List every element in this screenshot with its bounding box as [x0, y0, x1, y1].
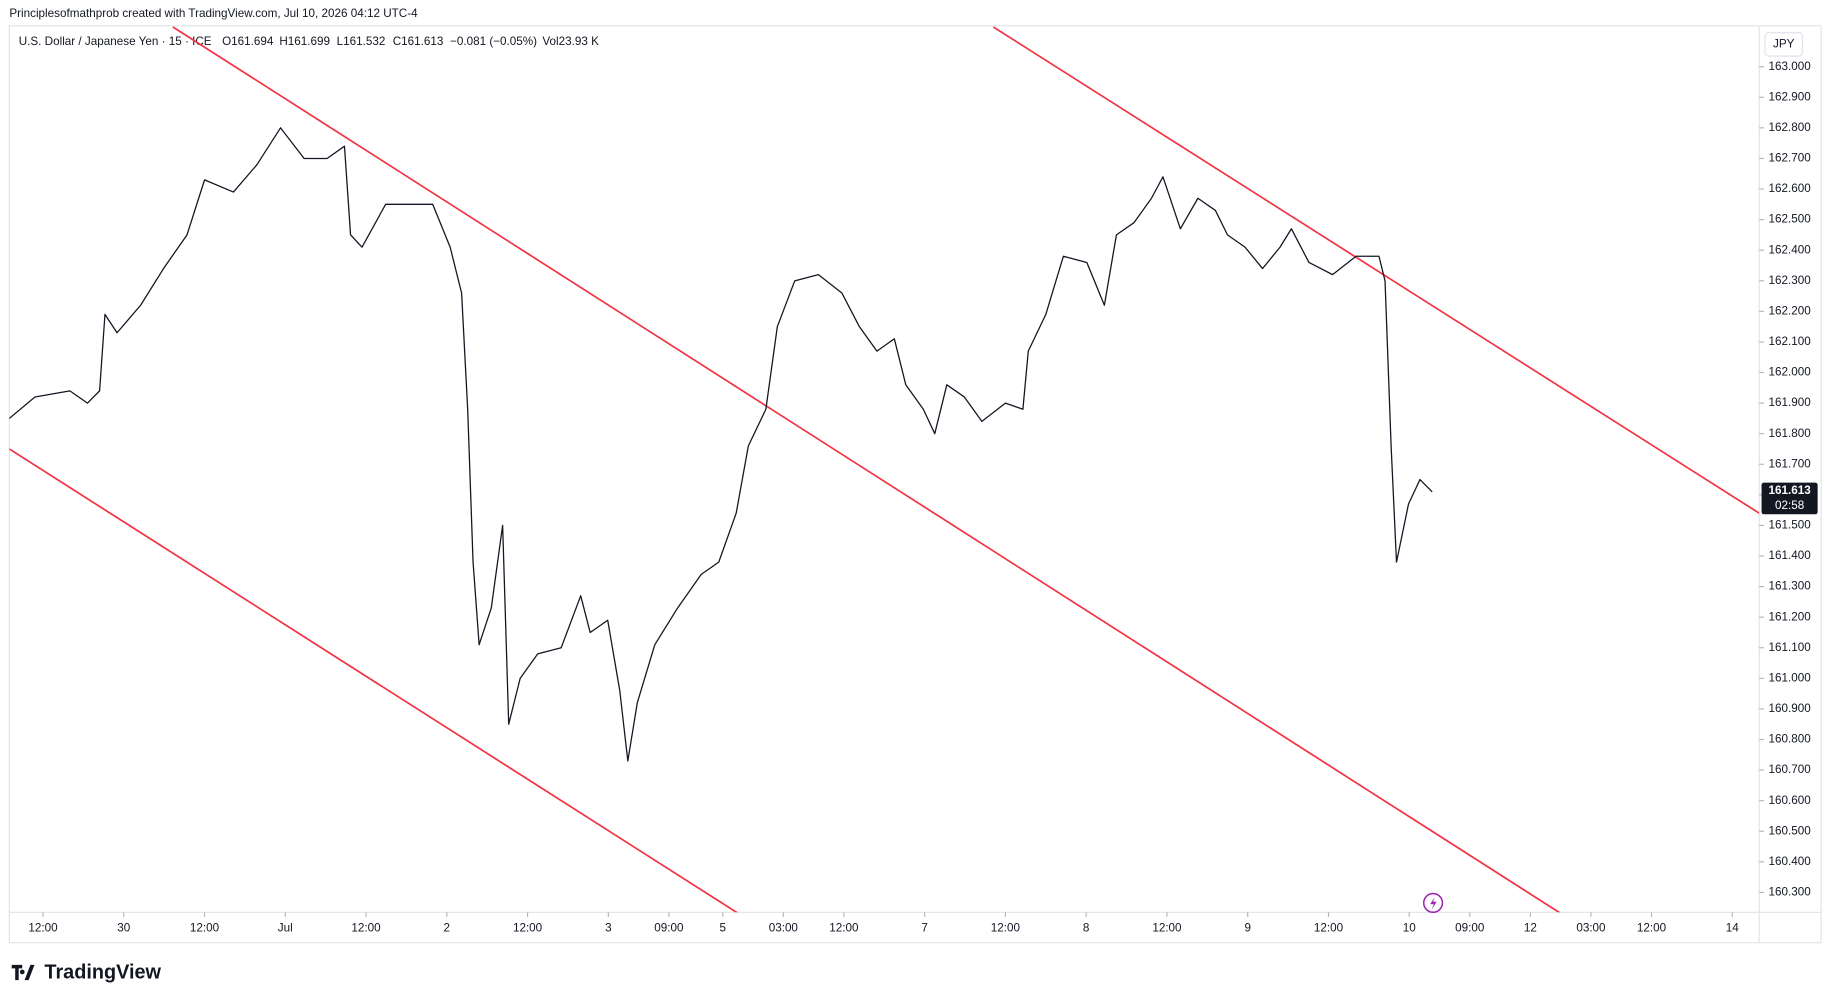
logo-text: TradingView: [44, 961, 161, 983]
y-tick-label: 163.000: [1769, 60, 1812, 73]
y-tick-label: 162.400: [1769, 243, 1812, 256]
x-tick-label: 2: [444, 922, 451, 935]
x-tick-label: 9: [1244, 922, 1251, 935]
y-tick-label: 162.800: [1769, 121, 1812, 134]
y-tick-label: 161.900: [1769, 396, 1812, 409]
trend-line: [9, 448, 739, 913]
x-tick-label: Jul: [278, 922, 293, 935]
chart-frame: [8, 25, 1822, 944]
x-tick-label: 03:00: [1576, 922, 1606, 935]
y-tick-label: 161.400: [1769, 549, 1812, 562]
y-tick-label: 162.600: [1769, 182, 1812, 195]
y-tick-label: 162.700: [1769, 152, 1812, 165]
y-tick-label: 160.800: [1769, 733, 1812, 746]
y-tick-label: 160.500: [1769, 824, 1812, 837]
y-tick-label: 161.700: [1769, 457, 1812, 470]
volume: Vol23.93 K: [542, 35, 599, 48]
y-tick-label: 162.200: [1769, 304, 1812, 317]
symbol: U.S. Dollar / Japanese Yen · 15 · ICE: [19, 35, 212, 48]
price-line: [9, 127, 1433, 762]
x-tick-label: 3: [605, 922, 612, 935]
x-tick-label: 10: [1403, 922, 1416, 935]
trend-line: [992, 26, 1760, 514]
ohlc-low: L161.532: [337, 35, 386, 48]
x-tick-label: 12:00: [190, 922, 220, 935]
x-tick-label: 12:00: [1314, 922, 1344, 935]
event-icon-bolt: [1430, 897, 1437, 910]
x-tick-label: 09:00: [1455, 922, 1485, 935]
x-tick-label: 03:00: [769, 922, 799, 935]
credit: Principlesofmathprob created with Tradin…: [9, 7, 418, 20]
y-tick-label: 161.100: [1769, 641, 1812, 654]
y-tick-label: 161.300: [1769, 580, 1812, 593]
x-tick-label: 12: [1524, 922, 1537, 935]
x-tick-label: 12:00: [1152, 922, 1182, 935]
y-tick-label: 161.800: [1769, 427, 1812, 440]
ohlc-open: O161.694: [222, 35, 274, 48]
currency-button[interactable]: [1764, 32, 1804, 57]
y-tick-label: 162.100: [1769, 335, 1812, 348]
x-tick-label: 12:00: [513, 922, 543, 935]
x-tick-label: 14: [1726, 922, 1739, 935]
y-tick-label: 160.600: [1769, 794, 1812, 807]
y-tick-label: 161.000: [1769, 671, 1812, 684]
price-tag: [1761, 482, 1818, 515]
x-tick-label: 12:00: [829, 922, 859, 935]
x-tick-label: 12:00: [991, 922, 1021, 935]
price-tag-label: 161.613: [1768, 484, 1811, 497]
x-tick-label: 09:00: [654, 922, 684, 935]
x-tick-label: 12:00: [28, 922, 58, 935]
x-tick-label: 12:00: [1637, 922, 1667, 935]
y-tick-label: 160.700: [1769, 763, 1812, 776]
y-tick-label: 161.200: [1769, 610, 1812, 623]
x-tick-label: 5: [719, 922, 726, 935]
x-tick-label: 12:00: [351, 922, 381, 935]
y-tick-label: 162.900: [1769, 90, 1812, 103]
change: −0.081 (−0.05%): [450, 35, 537, 48]
y-tick-label: 160.900: [1769, 702, 1812, 715]
y-tick-label: 160.300: [1769, 885, 1812, 898]
logo-mark: [11, 964, 35, 981]
y-tick-label: 162.500: [1769, 213, 1812, 226]
ohlc-high: H161.699: [279, 35, 330, 48]
y-tick-label: 161.500: [1769, 519, 1812, 532]
plot-area: [9, 26, 1760, 913]
x-tick-label: 30: [117, 922, 130, 935]
y-tick-label: 162.300: [1769, 274, 1812, 287]
trend-line: [172, 26, 1561, 913]
ohlc-close: C161.613: [393, 35, 444, 48]
x-tick-label: 7: [921, 922, 928, 935]
y-tick-label: 162.000: [1769, 366, 1812, 379]
currency[interactable]: JPY: [1773, 38, 1795, 51]
y-tick-label: 160.400: [1769, 855, 1812, 868]
event-icon[interactable]: [1422, 892, 1444, 914]
x-tick-label: 8: [1083, 922, 1090, 935]
price-tag-countdown: 02:58: [1775, 499, 1804, 512]
